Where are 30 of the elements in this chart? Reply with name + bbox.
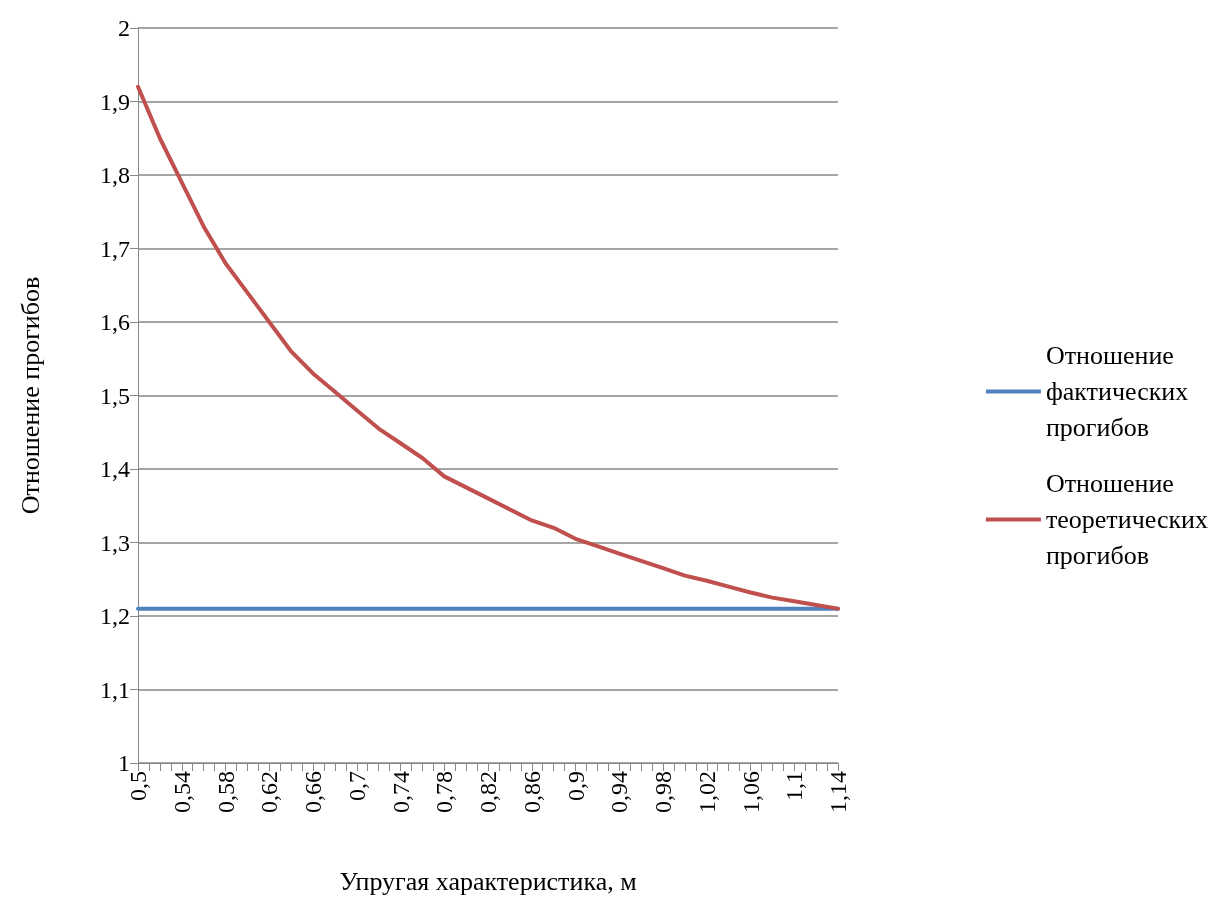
y-tick-label: 1,5 — [100, 382, 130, 409]
y-tick-label: 1,8 — [100, 162, 130, 188]
x-tick-label: 0,58 — [212, 771, 239, 813]
y-tick-label: 1,9 — [100, 88, 130, 115]
y-tick-label: 1,7 — [100, 235, 130, 262]
x-tick-label: 1,1 — [781, 771, 808, 801]
x-tick-label: 0,9 — [562, 771, 589, 801]
x-tick-label: 0,98 — [650, 771, 676, 813]
y-tick-label: 1,1 — [100, 676, 130, 703]
y-tick-label: 1,2 — [100, 603, 130, 629]
x-axis-title: Упругая характеристика, м — [339, 866, 637, 896]
x-tick-label: 0,78 — [431, 771, 458, 813]
y-tick-label: 2 — [118, 15, 130, 41]
y-tick-label: 1,6 — [100, 309, 130, 335]
x-tick-label: 0,82 — [475, 771, 501, 813]
x-tick-label: 0,94 — [606, 771, 633, 813]
x-tick-label: 1,06 — [737, 771, 764, 813]
y-tick-label: 1,4 — [100, 456, 130, 482]
legend-label: Отношение фактических прогибов — [1045, 341, 1189, 442]
y-tick-label: 1,3 — [100, 529, 130, 556]
x-tick-label: 1,02 — [693, 771, 720, 813]
x-tick-label: 1,14 — [825, 771, 851, 813]
x-tick-label: 0,7 — [343, 771, 370, 801]
x-tick-label: 0,66 — [300, 771, 326, 813]
legend-label: Отношение теоретических прогибов — [1045, 469, 1209, 570]
x-tick-label: 0,74 — [387, 771, 414, 813]
y-axis-title: Отношение прогибов — [15, 276, 45, 515]
x-tick-label: 0,62 — [256, 771, 283, 813]
x-tick-label: 0,86 — [518, 771, 545, 813]
x-tick-label: 0,54 — [168, 771, 195, 813]
